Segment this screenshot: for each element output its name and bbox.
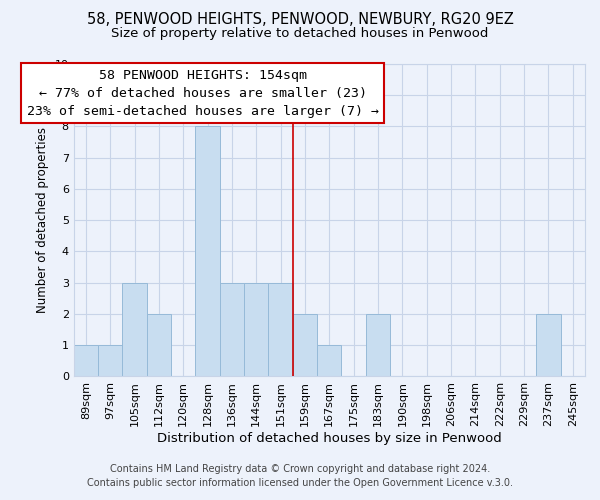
Y-axis label: Number of detached properties: Number of detached properties [36, 127, 49, 313]
Bar [220, 282, 244, 376]
Bar [146, 314, 171, 376]
Bar [244, 282, 268, 376]
Text: Size of property relative to detached houses in Penwood: Size of property relative to detached ho… [112, 28, 488, 40]
Text: Contains HM Land Registry data © Crown copyright and database right 2024.
Contai: Contains HM Land Registry data © Crown c… [87, 464, 513, 487]
Text: 58 PENWOOD HEIGHTS: 154sqm
← 77% of detached houses are smaller (23)
23% of semi: 58 PENWOOD HEIGHTS: 154sqm ← 77% of deta… [26, 68, 379, 117]
Text: 58, PENWOOD HEIGHTS, PENWOOD, NEWBURY, RG20 9EZ: 58, PENWOOD HEIGHTS, PENWOOD, NEWBURY, R… [86, 12, 514, 28]
X-axis label: Distribution of detached houses by size in Penwood: Distribution of detached houses by size … [157, 432, 502, 445]
Bar [122, 282, 146, 376]
Bar [74, 345, 98, 376]
Bar [196, 126, 220, 376]
Bar [366, 314, 390, 376]
Bar [98, 345, 122, 376]
Bar [293, 314, 317, 376]
Bar [536, 314, 560, 376]
Bar [268, 282, 293, 376]
Bar [317, 345, 341, 376]
